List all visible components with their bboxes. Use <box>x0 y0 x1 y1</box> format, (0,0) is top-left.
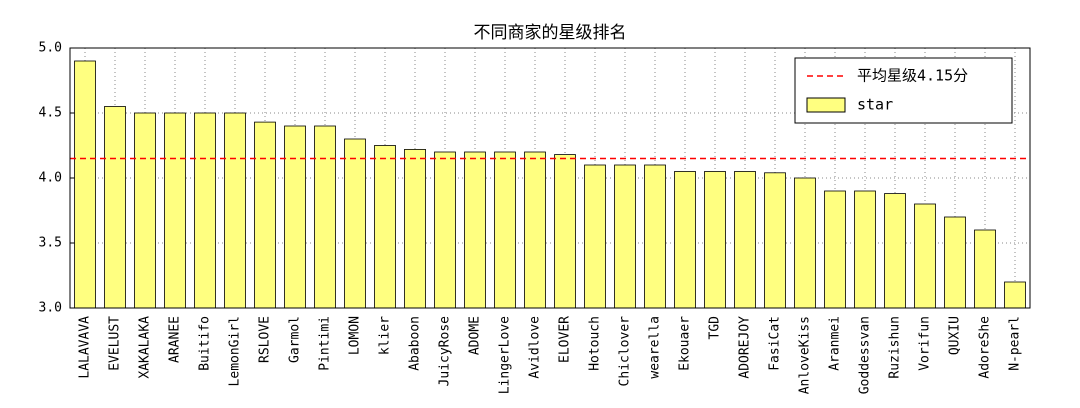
bar <box>824 190 846 309</box>
bar <box>434 151 456 309</box>
x-tick-label: Ababoon <box>408 316 423 371</box>
bar <box>494 151 516 309</box>
x-tick-label: Chiclover <box>618 316 633 387</box>
y-tick-label: 4.0 <box>39 171 62 186</box>
x-tick-label: Ruzishun <box>888 316 903 379</box>
x-tick-label: Ekouaer <box>678 316 693 371</box>
bar <box>914 203 936 309</box>
bar <box>194 112 216 309</box>
x-tick-label: EVELUST <box>108 316 123 371</box>
x-tick-label: Goddessvan <box>858 316 873 394</box>
bar <box>614 164 636 309</box>
bar <box>284 125 306 309</box>
x-tick-label: TGD <box>708 316 723 340</box>
x-tick-label: Hotouch <box>588 316 603 371</box>
x-tick-label: ELOVER <box>558 316 573 363</box>
y-tick-label: 3.0 <box>39 301 62 316</box>
bar <box>164 112 186 309</box>
x-tick-label: klier <box>378 316 393 355</box>
bar <box>404 148 426 309</box>
x-tick-label: JuicyRose <box>438 316 453 387</box>
y-tick-label: 5.0 <box>39 41 62 56</box>
bar <box>944 216 966 309</box>
x-tick-label: LemonGirl <box>228 316 243 386</box>
x-tick-label: ADOME <box>468 316 483 355</box>
bar <box>674 171 696 309</box>
bar <box>344 138 366 309</box>
bar <box>1004 281 1026 309</box>
bar <box>134 112 156 309</box>
x-tick-label: FasiCat <box>768 316 783 371</box>
x-tick-label: Buitifo <box>198 316 213 371</box>
bar <box>254 121 276 309</box>
bar <box>314 125 336 309</box>
bar <box>794 177 816 309</box>
x-tick-label: QUXIU <box>948 316 963 355</box>
bar <box>104 106 126 309</box>
x-tick-label: wearella <box>648 316 663 379</box>
bar <box>704 171 726 309</box>
x-tick-label: RSLOVE <box>258 316 273 363</box>
x-tick-label: XAKALAKA <box>138 316 153 379</box>
bar <box>584 164 606 309</box>
x-tick-label: AdoreShe <box>978 316 993 379</box>
x-tick-label: ADOREJOY <box>738 316 753 379</box>
chart-title: 不同商家的星级排名 <box>474 23 627 43</box>
x-tick-label: LOMON <box>348 316 363 355</box>
plot-frame <box>69 47 1031 309</box>
x-tick-label: AnloveKiss <box>798 316 813 394</box>
bar <box>554 154 576 309</box>
x-tick-label: N-pearl <box>1008 316 1023 371</box>
bar <box>974 229 996 309</box>
bar <box>884 193 906 309</box>
bar <box>764 172 786 309</box>
x-tick-label: Pintimi <box>318 316 333 371</box>
bar <box>734 171 756 309</box>
x-tick-label: LALAVAVA <box>78 316 93 379</box>
bar <box>224 112 246 309</box>
x-tick-label: Avidlove <box>528 316 543 379</box>
bar <box>464 151 486 309</box>
legend-swatch <box>806 97 846 113</box>
x-tick-label: ARANEE <box>168 316 183 363</box>
bar <box>644 164 666 309</box>
bar <box>524 151 546 309</box>
x-tick-label: Aranmei <box>828 316 843 371</box>
bar <box>374 145 396 309</box>
x-tick-label: Garmol <box>288 316 303 363</box>
bar <box>854 190 876 309</box>
x-tick-label: LingerLove <box>498 316 513 394</box>
x-tick-label: Vorifun <box>918 316 933 371</box>
legend-label: star <box>857 96 893 114</box>
legend-label: 平均星级4.15分 <box>857 67 968 85</box>
y-tick-label: 3.5 <box>39 236 62 251</box>
bar <box>74 60 96 309</box>
y-tick-label: 4.5 <box>39 106 62 121</box>
